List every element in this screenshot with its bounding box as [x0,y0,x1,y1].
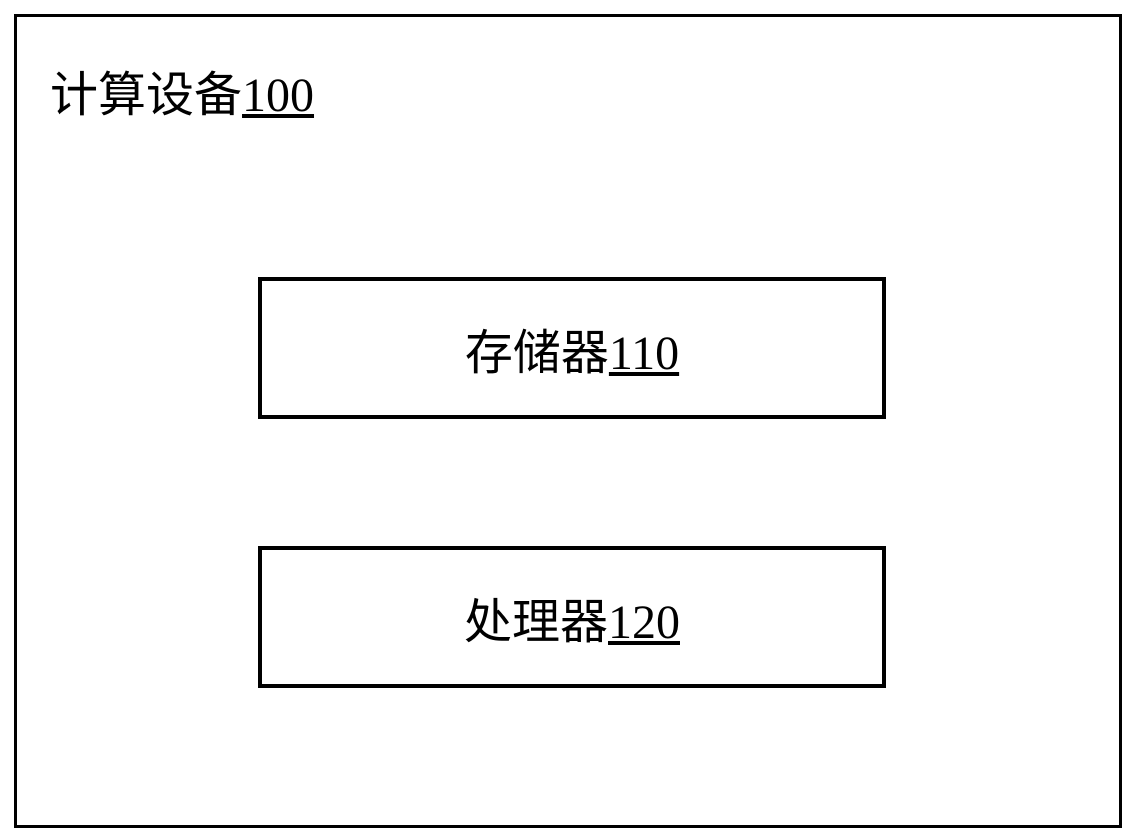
diagram-title: 计算设备100 [50,55,314,125]
processor-label: 处理器 [464,596,608,649]
outer-container [14,14,1122,828]
title-number: 100 [242,69,314,122]
processor-number: 120 [608,596,680,649]
processor-box: 处理器120 [258,546,886,688]
title-text: 计算设备 [50,69,242,122]
memory-number: 110 [609,327,679,380]
memory-label: 存储器 [465,327,609,380]
memory-box: 存储器110 [258,277,886,419]
